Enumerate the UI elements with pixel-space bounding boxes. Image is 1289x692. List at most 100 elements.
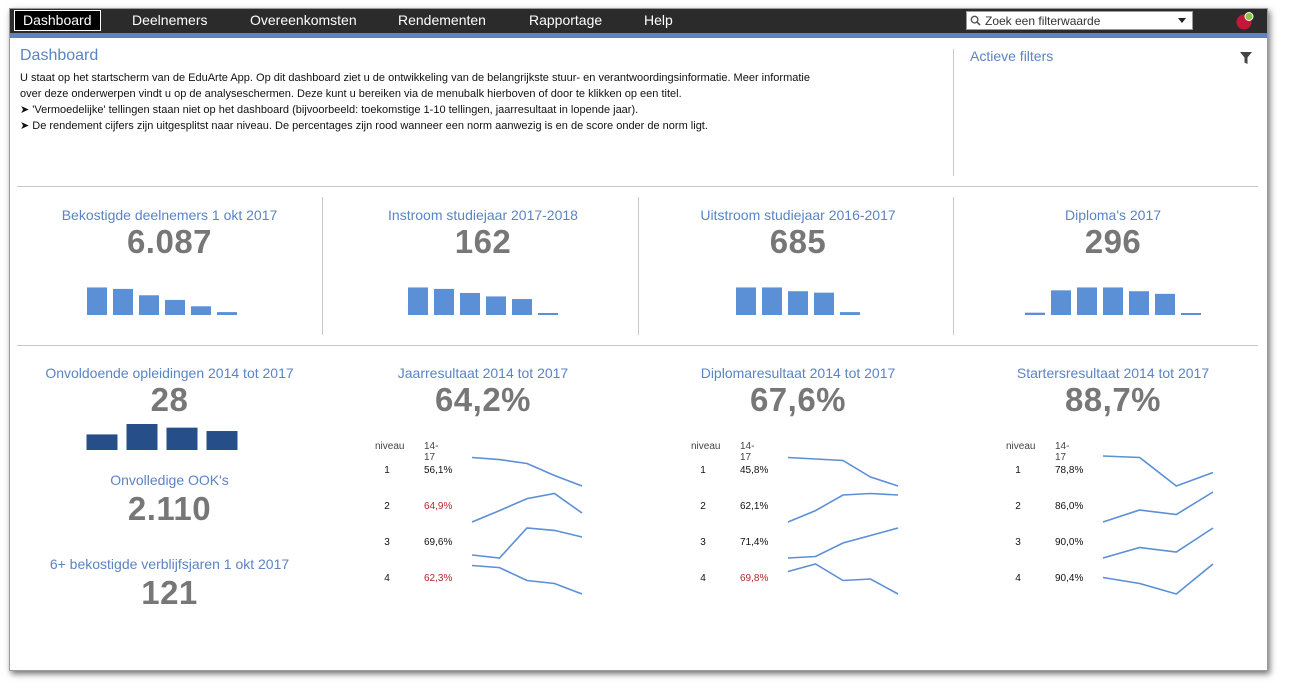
column-header-period: 14-17	[424, 441, 439, 463]
kpi-instroom[interactable]: Instroom studiejaar 2017-2018 162	[328, 207, 638, 261]
kpi-bar	[762, 287, 782, 315]
trend-sparkline	[1102, 491, 1214, 523]
column-header-niveau: niveau	[691, 441, 721, 452]
kpi-value: 6.087	[126, 223, 213, 260]
level-label: 3	[384, 537, 390, 548]
kpi-bar	[1103, 287, 1123, 315]
level-percentage: 90,0%	[1055, 537, 1084, 548]
level-label: 1	[700, 465, 706, 476]
kpi-bar	[87, 287, 107, 315]
kpi-title[interactable]: 6+ bekostigde verblijfsjaren 1 okt 2017	[49, 556, 290, 572]
kpi-bar	[1181, 313, 1201, 315]
kpi-bar	[788, 291, 808, 315]
kpi-bar	[1025, 312, 1045, 315]
level-percentage: 78,8%	[1055, 465, 1084, 476]
kpi-title[interactable]: Startersresultaat 2014 tot 2017	[1016, 365, 1210, 381]
column-header-niveau: niveau	[1006, 441, 1036, 452]
level-percentage: 45,8%	[740, 465, 769, 476]
onvoldoende-bar	[166, 427, 198, 450]
trend-sparkline	[471, 456, 583, 487]
kpi-bar	[538, 313, 558, 315]
divider	[953, 49, 954, 176]
level-percentage: 64,9%	[424, 501, 453, 512]
trend-sparkline	[787, 563, 899, 595]
search-icon	[970, 15, 981, 26]
level-label: 2	[700, 501, 706, 512]
kpi-value: 296	[1084, 223, 1142, 260]
top-menu-bar: Dashboard Deelnemers Overeenkomsten Rend…	[10, 9, 1267, 38]
filter-icon[interactable]	[1240, 52, 1252, 65]
level-label: 4	[700, 573, 706, 584]
kpi-value: 685	[769, 223, 827, 260]
kpi-bekostigde-deelnemers[interactable]: Bekostigde deelnemers 1 okt 2017 6.087	[17, 207, 322, 261]
intro-line-1: U staat op het startscherm van de EduArt…	[20, 72, 810, 84]
search-placeholder: Zoek een filterwaarde	[985, 14, 1101, 28]
level-percentage: 69,6%	[424, 537, 453, 548]
kpi-title[interactable]: Onvoldoende opleidingen 2014 tot 2017	[45, 365, 294, 381]
trend-sparkline	[1102, 527, 1214, 559]
intro-section: Dashboard U staat op het startscherm van…	[20, 47, 920, 134]
divider	[17, 186, 1258, 187]
level-label: 3	[700, 537, 706, 548]
kpi-title[interactable]: Diplomaresultaat 2014 tot 2017	[700, 365, 896, 381]
kpi-title[interactable]: Diploma's 2017	[1064, 207, 1162, 223]
nav-help[interactable]: Help	[644, 12, 673, 28]
kpi-value: 67,6%	[749, 381, 847, 418]
kpi-bar	[736, 287, 756, 315]
level-percentage: 86,0%	[1055, 501, 1084, 512]
kpi-value: 2.110	[127, 490, 212, 527]
trend-sparklines	[471, 455, 1214, 595]
active-filters-title: Actieve filters	[970, 48, 1054, 64]
level-percentage: 71,4%	[740, 537, 769, 548]
kpi-value: 88,7%	[1064, 381, 1162, 418]
nav-deelnemers[interactable]: Deelnemers	[132, 12, 208, 28]
page-title[interactable]: Dashboard	[20, 47, 99, 64]
intro-bullet-1: ➤ 'Vermoedelijke' tellingen staan niet o…	[20, 104, 639, 116]
kpi-bar	[1155, 293, 1175, 315]
kpi-bar	[191, 306, 211, 315]
kpi-diplomaresultaat[interactable]: Diplomaresultaat 2014 tot 2017 67,6%	[644, 365, 952, 419]
kpi-diplomas[interactable]: Diploma's 2017 296	[958, 207, 1268, 261]
level-label: 1	[1015, 465, 1021, 476]
kpi-verblijfsjaren[interactable]: 6+ bekostigde verblijfsjaren 1 okt 2017 …	[17, 556, 322, 614]
kpi-title[interactable]: Bekostigde deelnemers 1 okt 2017	[61, 207, 278, 223]
level-label: 4	[384, 573, 390, 584]
level-percentage: 90,4%	[1055, 573, 1084, 584]
kpi-bar	[1051, 290, 1071, 315]
kpi-title[interactable]: Instroom studiejaar 2017-2018	[388, 207, 578, 223]
nav-rapportage[interactable]: Rapportage	[529, 12, 603, 28]
kpi-bar	[512, 299, 532, 315]
kpi-bar	[217, 312, 237, 315]
trend-sparkline	[787, 456, 899, 487]
nav-dashboard[interactable]: Dashboard	[14, 10, 101, 31]
kpi-startersresultaat[interactable]: Startersresultaat 2014 tot 2017 88,7%	[958, 365, 1268, 419]
filter-search-box[interactable]: Zoek een filterwaarde	[966, 11, 1193, 30]
nav-overeenkomsten[interactable]: Overeenkomsten	[250, 12, 357, 28]
kpi-title[interactable]: Jaarresultaat 2014 tot 2017	[397, 365, 569, 381]
trend-sparkline	[471, 564, 583, 595]
user-status-icon[interactable]	[1236, 12, 1254, 30]
kpi-onvolledige-ooks[interactable]: Onvolledige OOK's 2.110	[17, 472, 322, 530]
app-window: Dashboard Deelnemers Overeenkomsten Rend…	[9, 8, 1268, 671]
kpi-title[interactable]: Uitstroom studiejaar 2016-2017	[700, 207, 896, 223]
trend-sparkline	[787, 527, 899, 559]
level-percentage: 56,1%	[424, 465, 453, 476]
kpi-onvoldoende-opleidingen[interactable]: Onvoldoende opleidingen 2014 tot 2017 28	[17, 365, 322, 419]
kpi-title[interactable]: Onvolledige OOK's	[110, 472, 229, 488]
kpi-bar	[113, 288, 133, 315]
kpi-value: 121	[141, 574, 198, 611]
trend-sparkline	[471, 527, 583, 559]
onvoldoende-bar	[126, 424, 158, 450]
kpi-bar	[408, 287, 428, 315]
intro-bullet-2: ➤ De rendement cijfers zijn uitgesplitst…	[20, 120, 708, 132]
divider	[322, 197, 323, 335]
trend-sparkline	[471, 492, 583, 523]
kpi-uitstroom[interactable]: Uitstroom studiejaar 2016-2017 685	[644, 207, 952, 261]
onvoldoende-bar-chart	[86, 424, 238, 450]
level-percentage: 69,8%	[740, 573, 769, 584]
nav-rendementen[interactable]: Rendementen	[398, 12, 486, 28]
chevron-down-icon[interactable]	[1178, 18, 1186, 23]
level-percentage: 62,3%	[424, 573, 453, 584]
divider	[17, 345, 1258, 346]
kpi-jaarresultaat[interactable]: Jaarresultaat 2014 tot 2017 64,2%	[328, 365, 638, 419]
